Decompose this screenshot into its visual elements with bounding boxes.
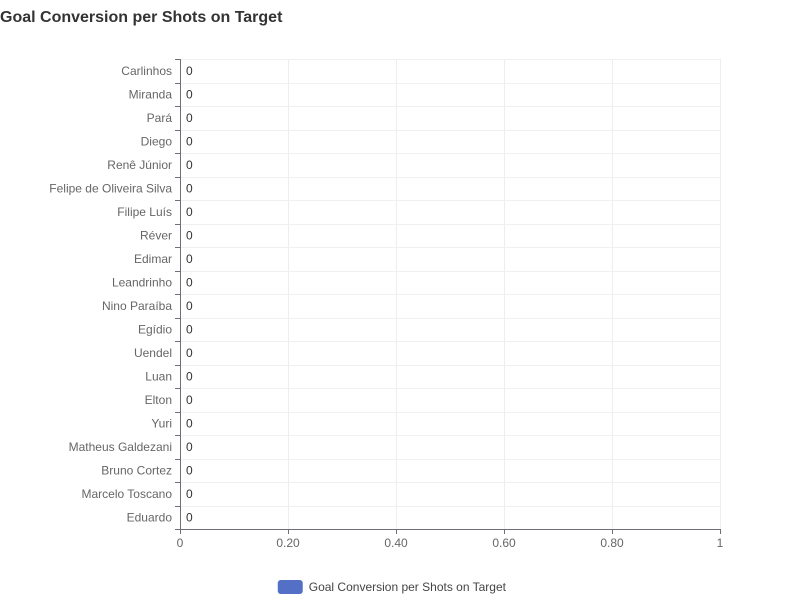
x-tick-label: 0.40 <box>384 536 408 550</box>
data-label: 0 <box>186 111 193 125</box>
y-tick-label: Luan <box>145 369 172 383</box>
data-label: 0 <box>186 158 193 172</box>
y-tick-label: Marcelo Toscano <box>82 487 173 501</box>
y-tick-label: Uendel <box>134 346 172 360</box>
data-label: 0 <box>186 275 193 289</box>
data-label: 0 <box>186 440 193 454</box>
x-tick-label: 0 <box>177 536 184 550</box>
y-tick-label: Pará <box>147 111 173 125</box>
data-label: 0 <box>186 463 193 477</box>
data-label: 0 <box>186 228 193 242</box>
data-label: 0 <box>186 487 193 501</box>
y-tick-label: Edimar <box>134 252 172 266</box>
y-tick-label: Yuri <box>151 416 172 430</box>
data-label: 0 <box>186 369 193 383</box>
y-tick-label: Diego <box>141 134 173 148</box>
y-tick-label: Felipe de Oliveira Silva <box>49 181 172 195</box>
y-tick-label: Leandrinho <box>112 275 172 289</box>
data-label: 0 <box>186 510 193 524</box>
y-tick-label: Matheus Galdezani <box>69 440 172 454</box>
data-label: 0 <box>186 205 193 219</box>
x-tick-label: 0.20 <box>276 536 300 550</box>
data-label: 0 <box>186 134 193 148</box>
y-tick-label: Filipe Luís <box>117 205 172 219</box>
data-label: 0 <box>186 181 193 195</box>
x-tick-label: 1 <box>717 536 724 550</box>
y-tick-label: Elton <box>145 393 172 407</box>
legend-label[interactable]: Goal Conversion per Shots on Target <box>309 580 507 594</box>
chart-title: Goal Conversion per Shots on Target <box>0 9 283 26</box>
data-label: 0 <box>186 346 193 360</box>
y-tick-label: Miranda <box>129 87 173 101</box>
data-label: 0 <box>186 393 193 407</box>
y-tick-label: Egídio <box>138 322 172 336</box>
data-label: 0 <box>186 299 193 313</box>
y-tick-label: Eduardo <box>127 510 173 524</box>
data-label: 0 <box>186 416 193 430</box>
x-tick-label: 0.60 <box>492 536 516 550</box>
data-label: 0 <box>186 252 193 266</box>
data-label: 0 <box>186 322 193 336</box>
y-tick-label: Carlinhos <box>121 64 172 78</box>
y-tick-label: Réver <box>140 228 172 242</box>
y-tick-label: Bruno Cortez <box>101 463 172 477</box>
legend-swatch[interactable] <box>277 580 303 594</box>
data-label: 0 <box>186 64 193 78</box>
y-tick-label: Nino Paraíba <box>102 299 172 313</box>
y-tick-label: Renê Júnior <box>107 158 172 172</box>
data-label: 0 <box>186 87 193 101</box>
x-tick-label: 0.80 <box>600 536 624 550</box>
